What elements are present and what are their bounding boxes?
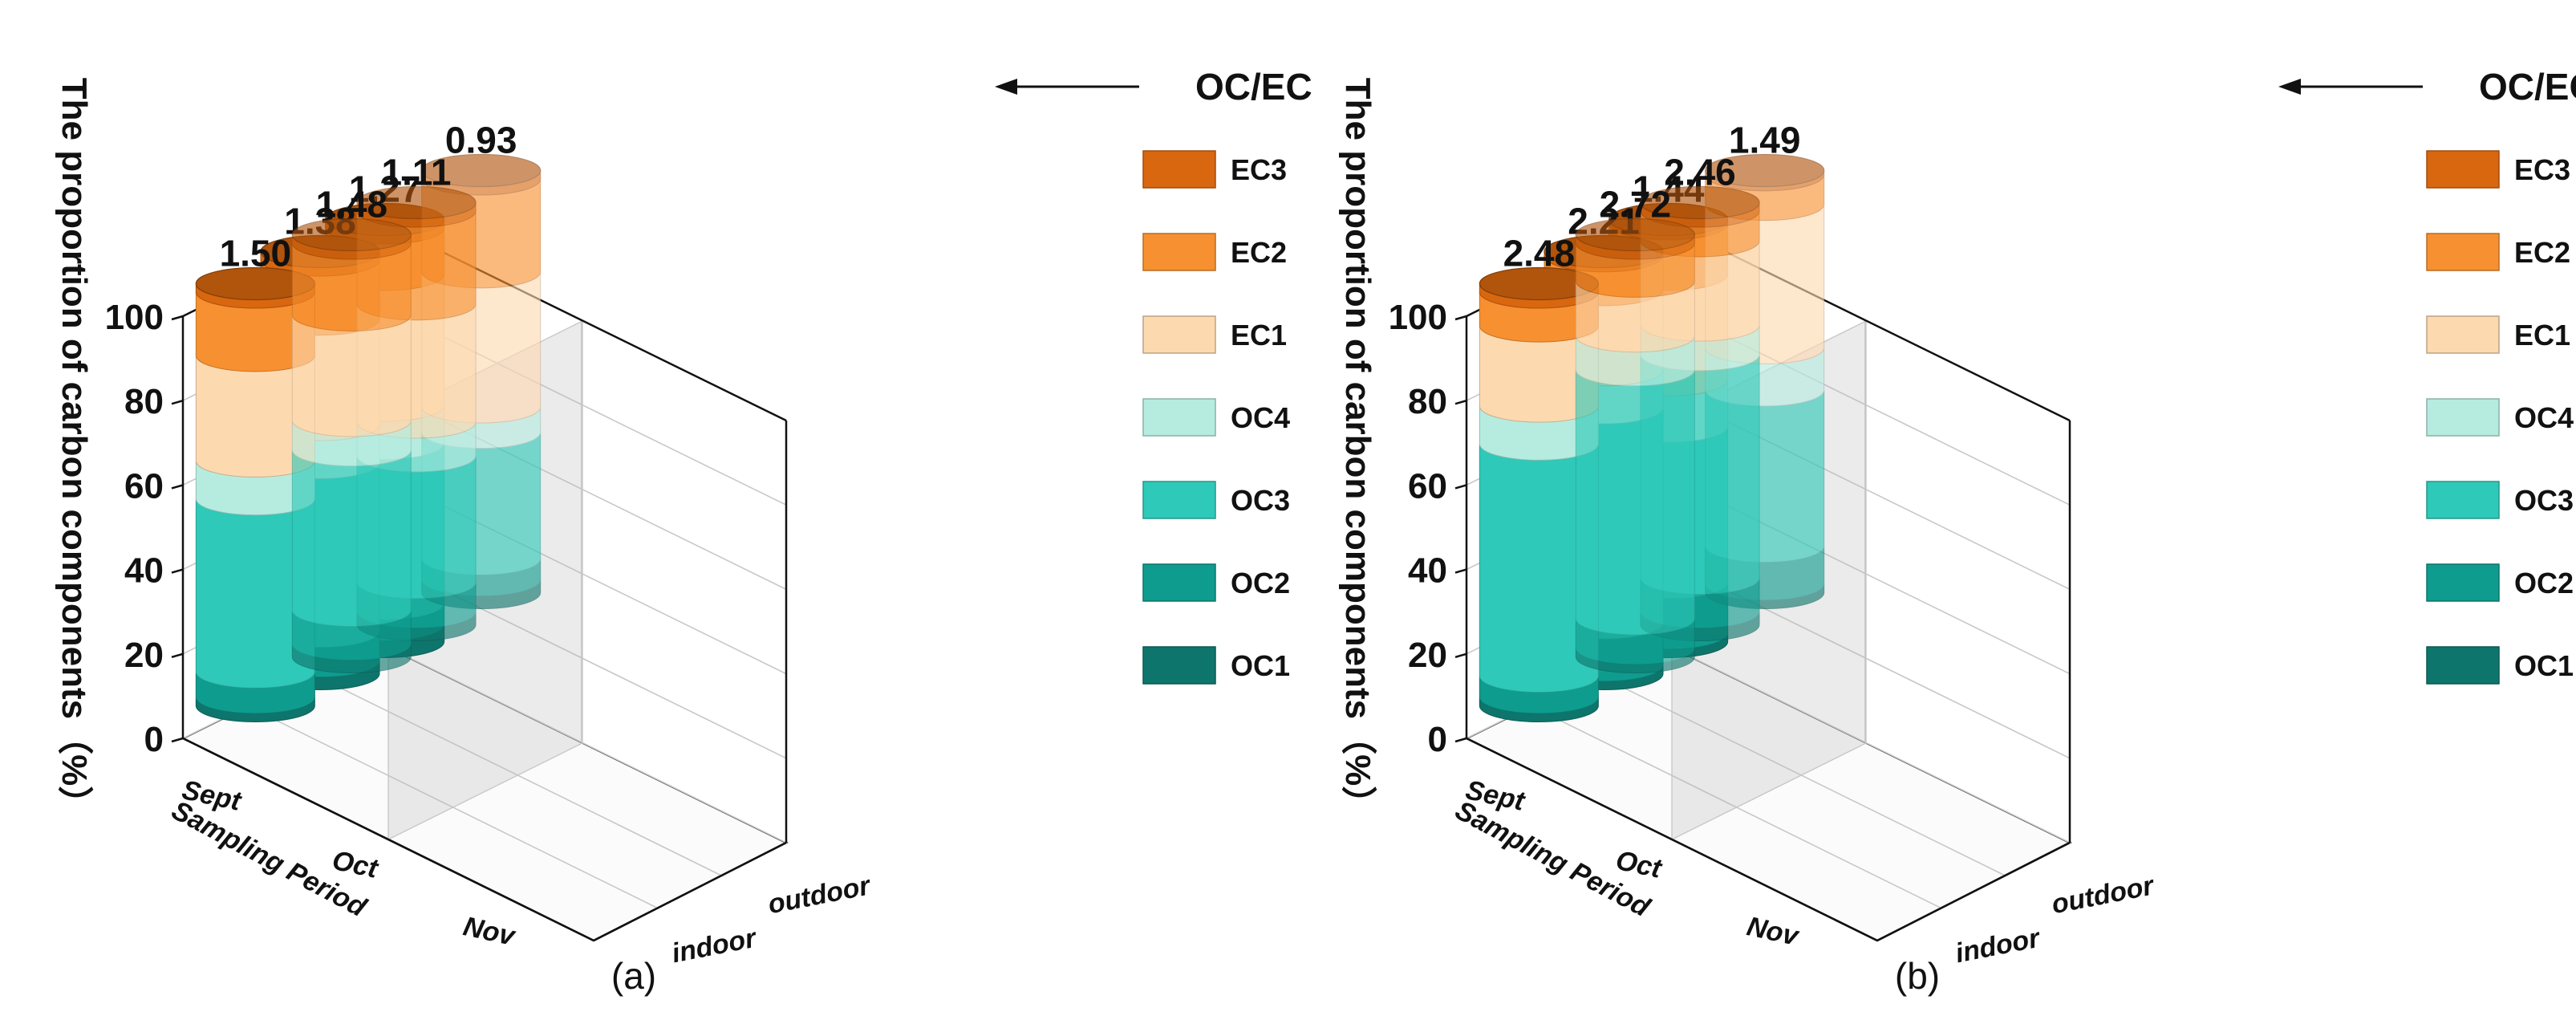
legend-swatch-OC1 xyxy=(1142,646,1216,685)
bar-indoor-Sept xyxy=(195,266,315,722)
y-tick-label: 40 xyxy=(1408,551,1447,591)
legend-label-EC2: EC2 xyxy=(1231,236,1287,269)
y-tick-label: 60 xyxy=(1408,466,1447,506)
legend-label-OC1: OC1 xyxy=(1231,649,1290,682)
y-tick xyxy=(1454,399,1467,405)
y-tick xyxy=(1454,315,1467,321)
period-axis xyxy=(182,737,594,942)
y-tick-label: 100 xyxy=(1389,298,1447,337)
bar-indoor-Sept xyxy=(1479,266,1599,722)
oc-ec-label: 2.72 xyxy=(1600,184,1672,226)
bar-outdoor-Sept xyxy=(1575,217,1695,673)
y-tick-label: 20 xyxy=(124,636,164,675)
oc-ec-label: 0.93 xyxy=(445,120,517,161)
legend-label-EC3: EC3 xyxy=(2514,153,2570,186)
oc-ec-label: 1.48 xyxy=(316,184,388,226)
y-tick xyxy=(1454,737,1467,743)
legend-label-OC4: OC4 xyxy=(2514,401,2574,434)
y-tick-label: 60 xyxy=(124,466,164,506)
bar-segment-EC1 xyxy=(291,315,412,437)
legend-swatch-OC2 xyxy=(1142,563,1216,602)
oc-ec-arrowhead xyxy=(995,79,1017,95)
y-tick-label: 80 xyxy=(124,382,164,421)
bar-top-cap xyxy=(291,217,412,252)
legend-swatch-OC3 xyxy=(2426,481,2500,519)
y-tick xyxy=(171,568,184,574)
legend-swatch-OC4 xyxy=(1142,398,1216,437)
legend-label-OC3: OC3 xyxy=(2514,484,2574,517)
bar-segment-OC3 xyxy=(291,449,412,628)
bar-outdoor-Sept xyxy=(291,217,412,673)
panel-label: (b) xyxy=(1895,955,1940,997)
legend-label-EC1: EC1 xyxy=(2514,319,2570,352)
y-tick xyxy=(171,315,184,321)
legend-swatch-EC2 xyxy=(1142,233,1216,271)
legend-label-EC1: EC1 xyxy=(1231,319,1287,352)
location-axis xyxy=(593,841,787,942)
y-tick xyxy=(171,737,184,743)
oc-ec-arrowhead xyxy=(2278,79,2301,95)
period-label: Nov xyxy=(460,911,519,952)
period-axis xyxy=(1466,737,1878,942)
chart-panel-b: 0 20 40 60 80 100 The proportion of carbon com… xyxy=(1338,66,2576,997)
y-axis-label: The proportion of carbon components（%） xyxy=(55,78,94,821)
location-axis xyxy=(1876,841,2071,942)
bar-segment-OC3 xyxy=(1575,369,1695,636)
location-label: outdoor xyxy=(765,870,874,920)
location-label: outdoor xyxy=(2049,870,2157,920)
legend-swatch-EC1 xyxy=(2426,315,2500,354)
y-tick xyxy=(1454,568,1467,574)
panel-label: (a) xyxy=(611,955,656,997)
bar-top-cap xyxy=(1575,217,1695,252)
bar-top-cap xyxy=(356,185,477,220)
oc-ec-label: 1.11 xyxy=(382,152,452,193)
legend-label-OC3: OC3 xyxy=(1231,484,1290,517)
bar-top-cap xyxy=(1705,153,1825,188)
y-tick xyxy=(171,484,184,490)
y-tick-label: 20 xyxy=(1408,636,1447,675)
oc-ec-annotation: OC/EC xyxy=(2479,66,2576,108)
y-tick-label: 100 xyxy=(105,298,164,337)
chart-panel-a: 0 20 40 60 80 100 The proportion of carbon com… xyxy=(55,66,1312,997)
legend-swatch-OC4 xyxy=(2426,398,2500,437)
legend-swatch-OC1 xyxy=(2426,646,2500,685)
y-tick-label: 0 xyxy=(1428,720,1447,759)
legend-swatch-EC2 xyxy=(2426,233,2500,271)
bar-top-cap xyxy=(421,153,542,188)
location-label: indoor xyxy=(669,923,760,969)
location-label: indoor xyxy=(1953,923,2043,969)
legend-swatch-OC2 xyxy=(2426,563,2500,602)
oc-ec-annotation: OC/EC xyxy=(1195,66,1312,108)
oc-ec-label: 2.48 xyxy=(1503,233,1576,274)
oc-ec-label: 2.46 xyxy=(1664,152,1736,193)
legend-swatch-OC3 xyxy=(1142,481,1216,519)
legend-label-OC2: OC2 xyxy=(2514,567,2574,599)
y-tick-label: 80 xyxy=(1408,382,1447,421)
oc-ec-label: 1.49 xyxy=(1729,120,1801,161)
y-tick-label: 0 xyxy=(144,720,164,759)
y-tick xyxy=(171,652,184,659)
legend-label-EC2: EC2 xyxy=(2514,236,2570,269)
legend-label-OC2: OC2 xyxy=(1231,567,1290,599)
oc-ec-label: 1.50 xyxy=(220,233,292,274)
legend-swatch-EC1 xyxy=(1142,315,1216,354)
legend-label-OC1: OC1 xyxy=(2514,649,2574,682)
y-tick xyxy=(171,399,184,405)
legend-label-EC3: EC3 xyxy=(1231,153,1287,186)
y-tick xyxy=(1454,652,1467,659)
bar-top-cap xyxy=(1640,185,1760,220)
legend-label-OC4: OC4 xyxy=(1231,401,1290,434)
y-tick-label: 40 xyxy=(124,551,164,591)
legend-swatch-EC3 xyxy=(2426,150,2500,189)
y-tick xyxy=(1454,484,1467,490)
period-label: Nov xyxy=(1744,911,1803,952)
legend-swatch-EC3 xyxy=(1142,150,1216,189)
y-axis-label: The proportion of carbon components（%） xyxy=(1338,78,1377,821)
